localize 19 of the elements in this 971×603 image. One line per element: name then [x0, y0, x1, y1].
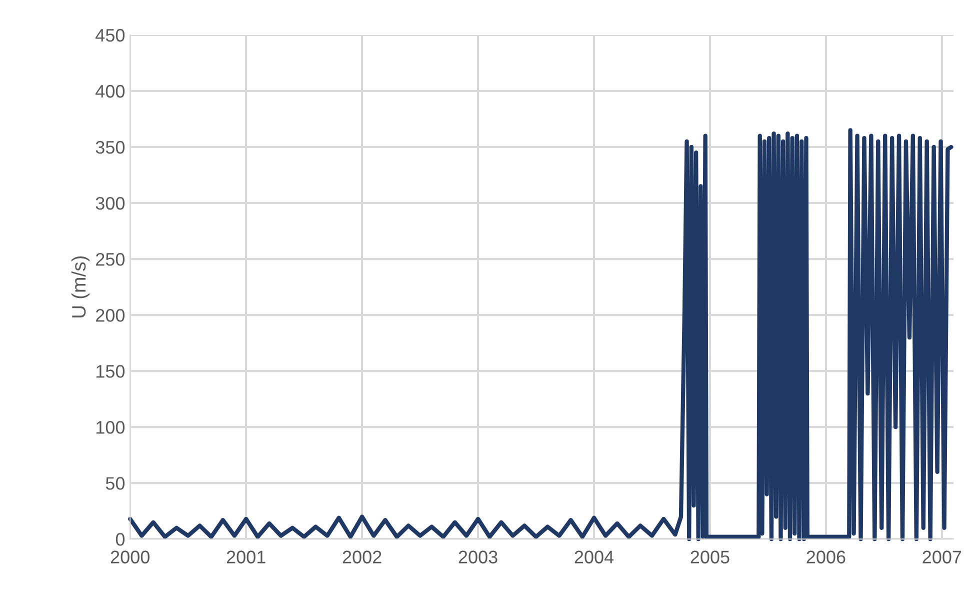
x-tick-label: 2006	[806, 550, 846, 564]
y-tick-label: 150	[96, 364, 125, 378]
y-tick-label: 450	[96, 28, 125, 42]
x-tick-label: 2001	[226, 550, 266, 564]
y-tick-label: 50	[106, 477, 125, 490]
x-tick-label: 2000	[110, 550, 150, 564]
y-axis-title: U (m/s)	[71, 256, 90, 318]
y-tick-label: 250	[96, 252, 125, 266]
y-tick-label: 300	[96, 196, 125, 210]
x-tick-label: 2004	[574, 550, 614, 564]
x-tick-label: 2002	[342, 550, 382, 564]
y-tick-label: 200	[96, 308, 125, 322]
y-tick-label: 100	[96, 420, 125, 434]
x-tick-label: 2007	[922, 550, 962, 564]
y-tick-label: 350	[96, 140, 125, 154]
x-tick-label: 2005	[690, 550, 730, 564]
x-tick-label: 2003	[458, 550, 498, 564]
y-tick-label: 0	[116, 533, 125, 546]
y-tick-label: 400	[96, 84, 125, 98]
